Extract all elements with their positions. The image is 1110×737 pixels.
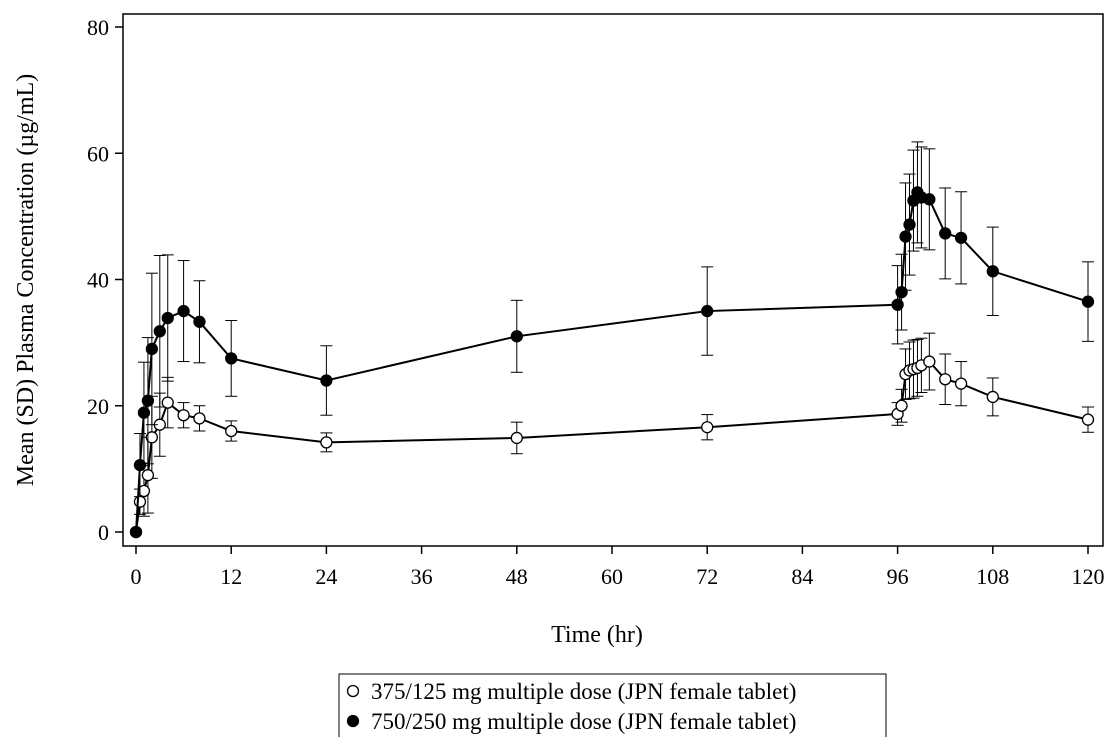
data-point (193, 315, 206, 328)
data-point (225, 352, 238, 365)
legend-marker-open-circle (346, 684, 360, 698)
data-point (193, 412, 206, 425)
data-point (320, 374, 333, 387)
data-point (899, 230, 912, 243)
data-point (510, 330, 523, 343)
data-point (939, 373, 952, 386)
series-1 (129, 141, 1095, 539)
data-point (141, 469, 155, 482)
x-tick-label: 96 (887, 564, 909, 589)
data-point (986, 265, 999, 278)
data-point (954, 377, 968, 390)
data-point (895, 285, 908, 299)
data-point (701, 421, 714, 434)
data-point (177, 304, 190, 318)
data-point (891, 298, 904, 311)
data-point (161, 311, 174, 325)
series-0 (129, 332, 1095, 539)
x-tick-label: 108 (976, 564, 1009, 589)
legend-label-750-250: 750/250 mg multiple dose (JPN female tab… (371, 709, 796, 734)
x-axis-title: Time (hr) (551, 622, 643, 648)
legend-label-375-125: 375/125 mg multiple dose (JPN female tab… (371, 679, 796, 704)
x-tick-label: 120 (1072, 564, 1105, 589)
y-tick-label: 40 (87, 268, 109, 293)
data-point (923, 355, 936, 368)
data-point (161, 396, 174, 409)
legend: 375/125 mg multiple dose (JPN female tab… (338, 673, 887, 737)
data-point (133, 495, 147, 508)
x-tick-label: 36 (411, 564, 433, 589)
y-tick-label: 60 (87, 141, 109, 166)
data-point (320, 436, 333, 449)
y-axis-title: Mean (SD) Plasma Concentration (µg/mL) (13, 74, 39, 486)
data-point (1081, 295, 1095, 308)
y-axis: 0 20 40 60 80 (87, 15, 123, 545)
x-axis: 0 12 24 36 48 60 72 84 96 108 120 (131, 546, 1105, 589)
data-point (133, 458, 147, 472)
data-point (701, 304, 714, 318)
x-tick-label: 24 (315, 564, 337, 589)
y-tick-label: 0 (98, 520, 109, 545)
y-tick-label: 20 (87, 394, 109, 419)
data-point (986, 390, 999, 404)
x-tick-label: 84 (791, 564, 813, 589)
data-point (153, 325, 166, 338)
data-point (939, 227, 952, 240)
data-point (903, 218, 916, 231)
data-point (141, 394, 155, 407)
x-tick-label: 48 (506, 564, 528, 589)
series-layer (129, 141, 1095, 539)
legend-box (338, 673, 887, 737)
x-tick-label: 72 (696, 564, 718, 589)
x-tick-label: 0 (131, 564, 142, 589)
data-point (225, 424, 238, 438)
data-point (129, 525, 143, 539)
y-tick-label: 80 (87, 15, 109, 40)
data-point (145, 342, 159, 356)
data-point (177, 409, 190, 422)
legend-marker-filled-circle (346, 714, 360, 728)
data-point (954, 231, 968, 244)
data-point (923, 193, 936, 206)
data-point (510, 431, 523, 445)
plot-frame (122, 13, 1104, 547)
x-tick-label: 12 (220, 564, 242, 589)
data-point (145, 431, 159, 444)
data-point (1081, 413, 1095, 426)
data-point (895, 399, 908, 412)
data-point (137, 406, 151, 419)
x-tick-label: 60 (601, 564, 623, 589)
